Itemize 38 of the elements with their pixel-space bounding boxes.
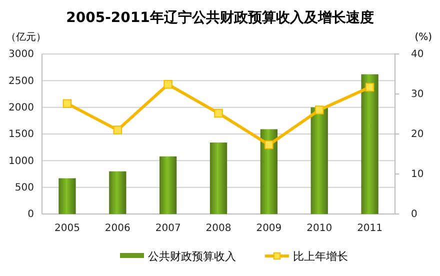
x-tick-label: 2008 [206,223,232,234]
y-tick-label: 1000 [8,156,34,167]
point [113,126,122,134]
bar [58,178,76,214]
y-tick-label: 3000 [8,49,34,60]
x-tick-label: 2007 [155,223,181,234]
bar [310,107,328,214]
point [365,82,374,92]
legend-label: 比上年增长 [293,250,348,263]
point [62,99,72,108]
point [164,80,172,89]
point [214,108,223,118]
bar [260,129,278,214]
y-tick-label: 2000 [8,102,34,114]
x-tick-label: 2005 [54,223,80,234]
point [264,140,274,150]
y2-tick-label: 30 [411,89,424,100]
bar [160,156,177,214]
y2-tick-label: 0 [411,209,418,220]
y-tick-label: 0 [28,209,34,220]
bar [109,171,126,214]
y-tick-label: 500 [14,182,34,194]
y2-axis-title: (%) [414,32,432,43]
y2-tick-label: 20 [411,129,424,140]
y2-tick-label: 40 [411,49,424,60]
x-tick-label: 2011 [357,223,383,234]
y-axis-title: （亿元） [6,32,46,43]
x-tick-label: 2010 [306,223,332,234]
x-tick-label: 2006 [104,223,130,234]
point [314,106,324,114]
y-tick-label: 1500 [8,129,34,140]
legend-label: 公共财政预算收入 [148,250,236,263]
bar [210,142,228,214]
chart-title: 2005-2011年辽宁公共财政预算收入及增长速度 [66,9,374,26]
bar [361,74,378,214]
y-tick-label: 2500 [8,76,34,87]
y2-tick-label: 10 [411,169,424,180]
x-tick-label: 2009 [256,223,282,234]
